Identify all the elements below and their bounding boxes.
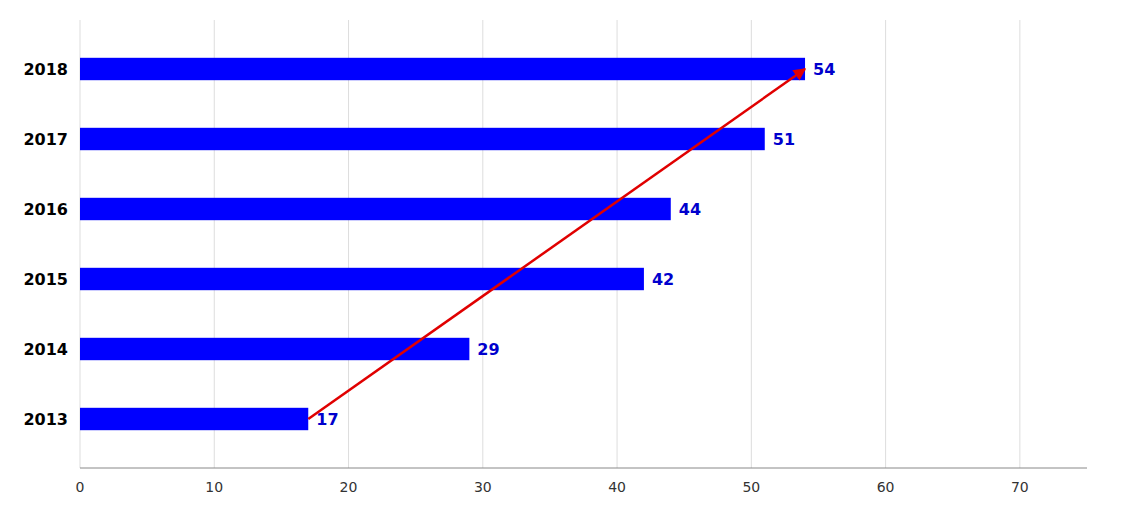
bar <box>80 128 765 150</box>
grid-line <box>348 20 349 468</box>
grid-line <box>482 20 483 468</box>
y-tick-label: 2017 <box>23 130 68 149</box>
data-label: 51 <box>773 130 795 149</box>
grid-line <box>751 20 752 468</box>
x-tick-label: 0 <box>76 479 85 495</box>
y-tick-label: 2013 <box>23 410 68 429</box>
data-label: 54 <box>813 60 835 79</box>
data-labels: 172942445154 <box>316 60 835 429</box>
x-tick-label: 70 <box>1011 479 1029 495</box>
bar <box>80 198 671 220</box>
y-axis: 2013 2014 2015 2016 2017 2018 <box>23 60 68 429</box>
y-tick-label: 2014 <box>23 340 68 359</box>
data-label: 42 <box>652 270 674 289</box>
grid-line <box>1019 20 1020 468</box>
y-tick-label: 2016 <box>23 200 68 219</box>
bar <box>80 58 805 80</box>
y-tick-label: 2015 <box>23 270 68 289</box>
x-tick-label: 60 <box>877 479 895 495</box>
x-tick-label: 20 <box>340 479 358 495</box>
bar <box>80 408 308 430</box>
data-label: 29 <box>477 340 499 359</box>
trend-arrow <box>308 69 805 419</box>
x-tick-label: 50 <box>742 479 760 495</box>
y-tick-label: 2018 <box>23 60 68 79</box>
bars <box>80 58 805 430</box>
trend-arrow-group <box>308 69 805 419</box>
x-axis-line <box>80 468 1087 469</box>
data-label: 44 <box>679 200 701 219</box>
grid-line <box>80 20 81 468</box>
grid-line <box>214 20 215 468</box>
x-tick-label: 30 <box>474 479 492 495</box>
grid-line <box>617 20 618 468</box>
bar <box>80 338 469 360</box>
chart: 0 10 20 30 40 50 60 70 2013 2014 2015 2016 2017 2018 1… <box>0 0 1127 518</box>
x-axis: 0 10 20 30 40 50 60 70 <box>76 468 1087 495</box>
x-tick-label: 10 <box>205 479 223 495</box>
x-tick-label: 40 <box>608 479 626 495</box>
bar <box>80 268 644 290</box>
chart-container: 0 10 20 30 40 50 60 70 2013 2014 2015 2016 2017 2018 1… <box>0 0 1127 518</box>
grid-line <box>885 20 886 468</box>
grid <box>80 20 1020 468</box>
